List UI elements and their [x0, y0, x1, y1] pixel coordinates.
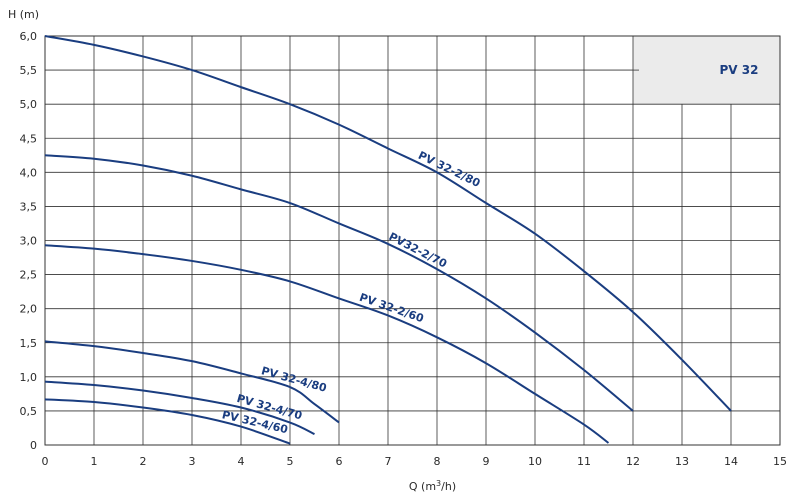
x-tick-label: 1	[91, 455, 98, 468]
x-tick-label: 9	[483, 455, 490, 468]
y-tick-label: 3,0	[20, 235, 38, 248]
y-tick-label: 0,5	[20, 405, 38, 418]
y-tick-label: 4,0	[20, 166, 38, 179]
model-panel-background	[633, 36, 780, 105]
y-tick-label: 1,5	[20, 337, 38, 350]
y-tick-label: 6,0	[20, 30, 38, 43]
x-axis-label-suffix: /h)	[441, 480, 456, 493]
x-tick-label: 2	[140, 455, 147, 468]
chart-title: PV 32	[720, 63, 759, 77]
model-panel: PV 32	[633, 36, 780, 105]
grid	[45, 36, 780, 445]
y-tick-labels: 0 0,5 1,0 1,5 2,0 2,5 3,0 3,5 4,0 4,5 5,0 5,5 6,0	[20, 30, 38, 452]
x-tick-label: 15	[773, 455, 787, 468]
curve-label: PV 32-4/80	[260, 364, 329, 395]
x-tick-label: 12	[626, 455, 640, 468]
y-axis-label: H (m)	[8, 8, 39, 21]
y-tick-label: 0	[30, 439, 37, 452]
x-tick-label: 7	[385, 455, 392, 468]
curve-label: PV 32-2/80	[416, 149, 482, 190]
x-axis-label: Q (m3/h)	[409, 479, 456, 494]
x-tick-label: 5	[287, 455, 294, 468]
y-tick-label: 5,0	[20, 98, 38, 111]
x-tick-label: 8	[434, 455, 441, 468]
pump-curve-line	[44, 154, 634, 412]
y-tick-label: 1,0	[20, 371, 38, 384]
plot-frame	[44, 35, 781, 446]
y-tick-label: 5,5	[20, 64, 38, 77]
y-tick-label: 2,0	[20, 303, 38, 316]
x-tick-label: 0	[42, 455, 49, 468]
x-axis-label-superscript: 3	[436, 479, 441, 488]
x-tick-label: 14	[724, 455, 738, 468]
x-tick-label: 3	[189, 455, 196, 468]
x-tick-label: 6	[336, 455, 343, 468]
pump-curve-line	[44, 244, 610, 444]
curve-label: PV32-2/70	[387, 230, 450, 271]
pump-curves	[44, 35, 732, 445]
y-tick-label: 4,5	[20, 132, 38, 145]
pump-curve-line	[44, 398, 291, 445]
x-tick-label: 10	[528, 455, 542, 468]
x-tick-label: 11	[577, 455, 591, 468]
y-tick-label: 3,5	[20, 200, 38, 213]
pump-curve-line	[44, 35, 732, 412]
y-tick-label: 2,5	[20, 269, 38, 282]
pump-curve-line	[44, 380, 315, 435]
x-axis-label-prefix: Q (m	[409, 480, 436, 493]
x-tick-label: 4	[238, 455, 245, 468]
pump-curve-line	[44, 340, 340, 424]
x-tick-labels: 0 1 2 3 4 5 6 7 8 9 10 11 12 13 14 15	[42, 455, 788, 468]
x-tick-label: 13	[675, 455, 689, 468]
